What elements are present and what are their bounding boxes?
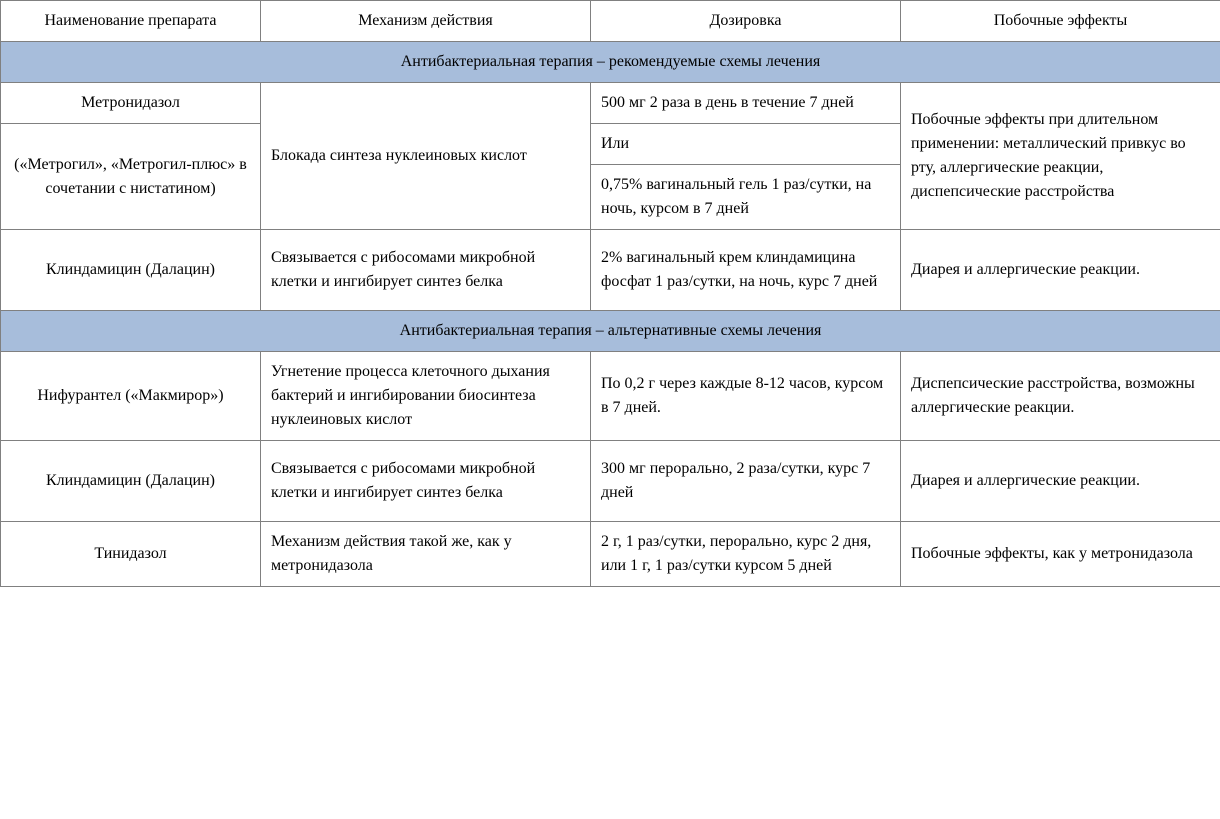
drug-side-effects: Диарея и аллергические реакции. bbox=[901, 441, 1220, 522]
drug-name: Метронидазол bbox=[1, 83, 261, 124]
table-header-row: Наименование препарата Механизм действия… bbox=[1, 1, 1220, 42]
table-row: Клиндамицин (Далацин) Связывается с рибо… bbox=[1, 230, 1220, 311]
drug-name: («Метрогил», «Метрогил-плюс» в сочетании… bbox=[1, 124, 261, 230]
col-header-mechanism: Механизм действия bbox=[261, 1, 591, 42]
drug-dosage: 2% вагинальный крем клиндамицина фосфат … bbox=[591, 230, 901, 311]
table-row: Нифурантел («Макмирор») Угнетение процес… bbox=[1, 352, 1220, 441]
drug-side-effects: Диспепсические расстройства, возможны ал… bbox=[901, 352, 1220, 441]
drug-dosage: По 0,2 г через каждые 8-12 часов, курсом… bbox=[591, 352, 901, 441]
col-header-side-effects: Побочные эффекты bbox=[901, 1, 1220, 42]
drug-mechanism: Угнетение процесса клеточного дыхания ба… bbox=[261, 352, 591, 441]
drug-dosage: 2 г, 1 раз/сутки, перорально, курс 2 дня… bbox=[591, 522, 901, 587]
drug-mechanism: Связывается с рибосомами микробной клетк… bbox=[261, 230, 591, 311]
table-row: Клиндамицин (Далацин) Связывается с рибо… bbox=[1, 441, 1220, 522]
drug-side-effects: Побочные эффекты при длительном применен… bbox=[901, 83, 1220, 230]
table-row: Метронидазол Блокада синтеза нуклеиновых… bbox=[1, 83, 1220, 124]
drug-table: Наименование препарата Механизм действия… bbox=[0, 0, 1220, 587]
section-header-row: Антибактериальная терапия – рекомендуемы… bbox=[1, 42, 1220, 83]
section-title: Антибактериальная терапия – альтернативн… bbox=[1, 311, 1220, 352]
drug-mechanism: Блокада синтеза нуклеиновых кислот bbox=[261, 83, 591, 230]
col-header-dosage: Дозировка bbox=[591, 1, 901, 42]
drug-side-effects: Побочные эффекты, как у метронидазола bbox=[901, 522, 1220, 587]
drug-dosage: 0,75% вагинальный гель 1 раз/сутки, на н… bbox=[591, 165, 901, 230]
drug-name: Клиндамицин (Далацин) bbox=[1, 441, 261, 522]
table-row: Тинидазол Механизм действия такой же, ка… bbox=[1, 522, 1220, 587]
drug-name: Тинидазол bbox=[1, 522, 261, 587]
drug-mechanism: Механизм действия такой же, как у метрон… bbox=[261, 522, 591, 587]
drug-name: Нифурантел («Макмирор») bbox=[1, 352, 261, 441]
section-title: Антибактериальная терапия – рекомендуемы… bbox=[1, 42, 1220, 83]
drug-mechanism: Связывается с рибосомами микробной клетк… bbox=[261, 441, 591, 522]
drug-name: Клиндамицин (Далацин) bbox=[1, 230, 261, 311]
col-header-name: Наименование препарата bbox=[1, 1, 261, 42]
drug-dosage: 300 мг перорально, 2 раза/сутки, курс 7 … bbox=[591, 441, 901, 522]
drug-dosage: Или bbox=[591, 124, 901, 165]
drug-side-effects: Диарея и аллергические реакции. bbox=[901, 230, 1220, 311]
drug-dosage: 500 мг 2 раза в день в течение 7 дней bbox=[591, 83, 901, 124]
section-header-row: Антибактериальная терапия – альтернативн… bbox=[1, 311, 1220, 352]
